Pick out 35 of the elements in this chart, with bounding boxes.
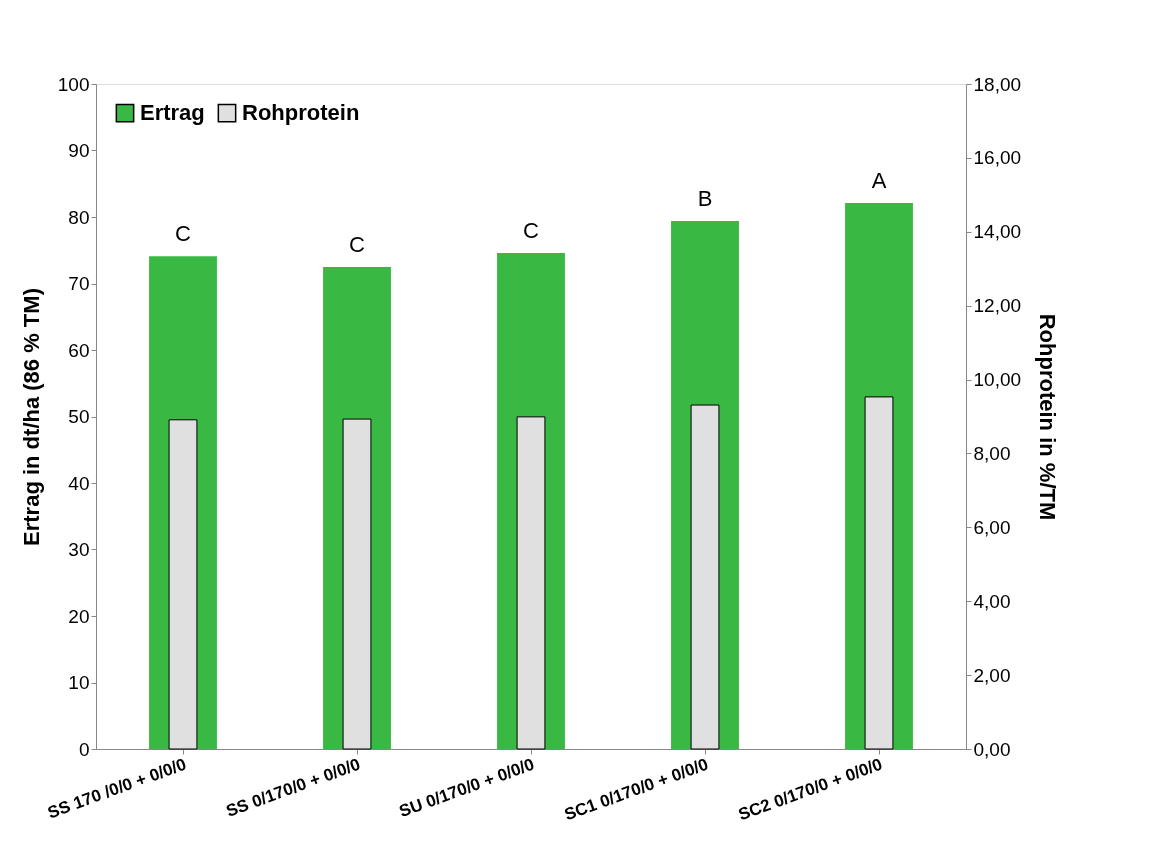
y-tick-label: 90 (68, 140, 90, 161)
y2-tick-label: 12,00 (973, 295, 1022, 317)
y-tick-label: 60 (68, 339, 90, 361)
bar (168, 419, 198, 750)
y-axis-title: Ertrag in dt/ha (86 % TM) (18, 288, 44, 546)
y-tick-label: 10 (68, 672, 90, 693)
bar (864, 396, 894, 750)
annotation: C (175, 221, 192, 247)
legend-label: Rohprotein (242, 100, 360, 126)
y2-tick-label: 4,00 (973, 590, 1011, 612)
y2-tick-label: 10,00 (973, 369, 1022, 391)
y-tick-label: 70 (68, 273, 90, 294)
y2-tick-label: 14,00 (973, 221, 1022, 243)
y2-axis-title: Rohprotein in %/TM (1035, 313, 1061, 521)
annotation: C (349, 231, 366, 257)
annotation: C (523, 217, 540, 243)
y-tick-label: 100 (57, 73, 90, 95)
y-tick-label: 0 (78, 738, 90, 760)
y-tick-label: 50 (68, 406, 90, 427)
bar (690, 404, 720, 750)
y-tick-label: 30 (68, 539, 90, 560)
y-tick-label: 20 (68, 605, 90, 627)
legend-label: Ertrag (140, 100, 205, 126)
y2-tick-label: 16,00 (973, 147, 1022, 169)
y-tick-label: 80 (68, 206, 90, 228)
y2-tick-label: 6,00 (973, 516, 1011, 538)
annotation: A (871, 168, 887, 194)
bar (342, 418, 372, 750)
y-tick-label: 40 (68, 472, 90, 494)
y2-tick-label: 8,00 (973, 442, 1011, 464)
y2-tick-label: 18,00 (973, 73, 1022, 95)
bar (516, 416, 546, 750)
y2-tick-label: 0,00 (973, 738, 1011, 760)
annotation: B (697, 185, 713, 211)
y2-tick-label: 2,00 (973, 664, 1011, 686)
